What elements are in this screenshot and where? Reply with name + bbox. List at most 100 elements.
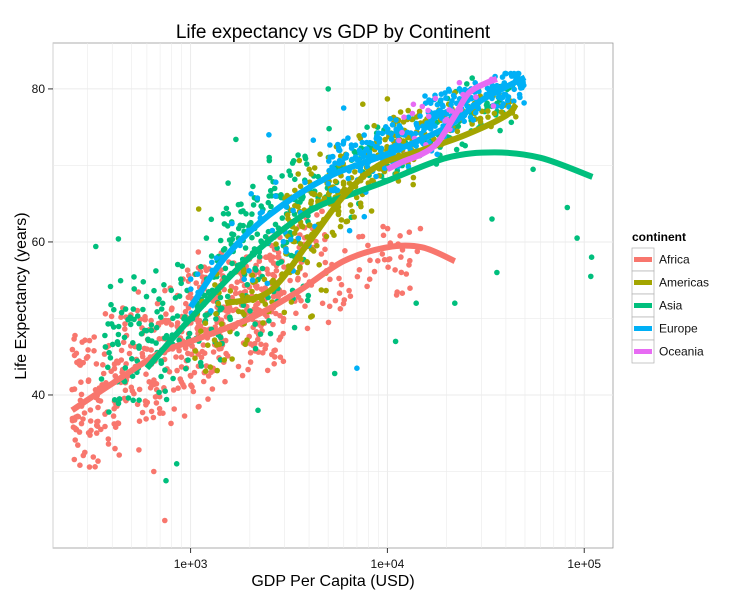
data-point bbox=[115, 420, 122, 427]
data-point bbox=[267, 174, 273, 181]
data-point bbox=[323, 287, 329, 294]
data-point bbox=[489, 216, 495, 222]
data-point bbox=[417, 113, 423, 119]
data-point bbox=[345, 135, 351, 141]
data-point bbox=[304, 259, 311, 266]
data-point bbox=[306, 166, 313, 173]
data-point bbox=[256, 253, 263, 260]
data-point bbox=[158, 314, 164, 321]
data-point bbox=[409, 110, 416, 117]
data-point bbox=[389, 122, 396, 128]
data-point bbox=[352, 169, 358, 175]
data-point bbox=[338, 281, 345, 288]
data-point bbox=[405, 163, 412, 170]
data-point bbox=[271, 361, 278, 367]
data-point bbox=[194, 271, 201, 278]
data-point bbox=[117, 277, 124, 284]
data-point bbox=[151, 377, 157, 383]
data-point bbox=[255, 407, 261, 414]
data-point bbox=[281, 264, 287, 270]
data-point bbox=[134, 313, 141, 319]
data-point bbox=[254, 283, 260, 289]
data-point bbox=[319, 208, 325, 215]
data-point bbox=[296, 157, 303, 164]
data-point bbox=[392, 267, 398, 273]
data-point bbox=[353, 194, 360, 201]
y-tick-label: 60 bbox=[32, 235, 46, 249]
data-point bbox=[73, 426, 79, 433]
data-point bbox=[326, 167, 332, 174]
data-point bbox=[326, 158, 332, 164]
data-point bbox=[434, 151, 441, 158]
data-point bbox=[302, 153, 308, 160]
data-point bbox=[407, 257, 413, 264]
data-point bbox=[308, 314, 314, 320]
data-point bbox=[290, 207, 296, 214]
data-point bbox=[130, 340, 136, 346]
data-point bbox=[191, 369, 198, 376]
legend-item-africa: Africa bbox=[631, 247, 690, 272]
data-point bbox=[208, 253, 215, 259]
data-point bbox=[425, 107, 431, 114]
data-point bbox=[297, 183, 304, 190]
data-point bbox=[224, 223, 231, 229]
data-point bbox=[172, 295, 179, 301]
data-point bbox=[218, 321, 225, 327]
data-point bbox=[266, 154, 273, 161]
data-point bbox=[205, 396, 211, 402]
data-point bbox=[230, 231, 237, 238]
data-point bbox=[483, 102, 490, 108]
data-point bbox=[349, 156, 355, 163]
data-point bbox=[497, 127, 503, 134]
data-point bbox=[419, 103, 426, 110]
data-point bbox=[122, 326, 128, 332]
data-point bbox=[211, 337, 218, 343]
data-point bbox=[105, 441, 112, 447]
data-point bbox=[268, 203, 274, 210]
data-point bbox=[84, 353, 91, 360]
data-point bbox=[326, 125, 332, 132]
data-point bbox=[90, 454, 97, 460]
data-point bbox=[259, 265, 266, 272]
data-point bbox=[118, 347, 125, 354]
data-point bbox=[418, 130, 424, 137]
data-point bbox=[131, 390, 137, 397]
data-point bbox=[332, 178, 339, 185]
data-point bbox=[453, 146, 460, 153]
data-point bbox=[435, 110, 442, 117]
data-point bbox=[287, 277, 293, 284]
data-point bbox=[217, 237, 224, 244]
data-point bbox=[130, 306, 137, 312]
data-point bbox=[342, 248, 348, 254]
data-point bbox=[272, 193, 279, 199]
data-point bbox=[225, 211, 232, 217]
data-point bbox=[308, 198, 315, 204]
data-point bbox=[156, 296, 162, 302]
data-point bbox=[269, 227, 276, 234]
data-point bbox=[393, 117, 399, 123]
data-point bbox=[316, 192, 323, 198]
data-point bbox=[209, 386, 216, 392]
data-point bbox=[78, 391, 85, 398]
data-point bbox=[227, 316, 234, 323]
data-point bbox=[129, 356, 135, 362]
data-point bbox=[185, 294, 192, 301]
data-point bbox=[325, 86, 332, 92]
data-point bbox=[295, 235, 302, 242]
data-point bbox=[327, 142, 333, 148]
chart-title: Life expectancy vs GDP by Continent bbox=[176, 22, 491, 43]
data-point bbox=[162, 367, 168, 373]
data-point bbox=[139, 409, 146, 416]
data-point bbox=[398, 269, 405, 276]
data-point bbox=[202, 320, 209, 327]
y-axis-label: Life Expectancy (years) bbox=[13, 212, 30, 379]
legend-title: continent bbox=[632, 230, 686, 244]
x-tick-label: 1e+04 bbox=[371, 557, 405, 571]
data-point bbox=[473, 94, 479, 100]
data-point bbox=[217, 294, 224, 301]
data-point bbox=[242, 341, 248, 348]
data-point bbox=[438, 97, 444, 103]
data-point bbox=[240, 208, 246, 214]
data-point bbox=[187, 372, 194, 379]
